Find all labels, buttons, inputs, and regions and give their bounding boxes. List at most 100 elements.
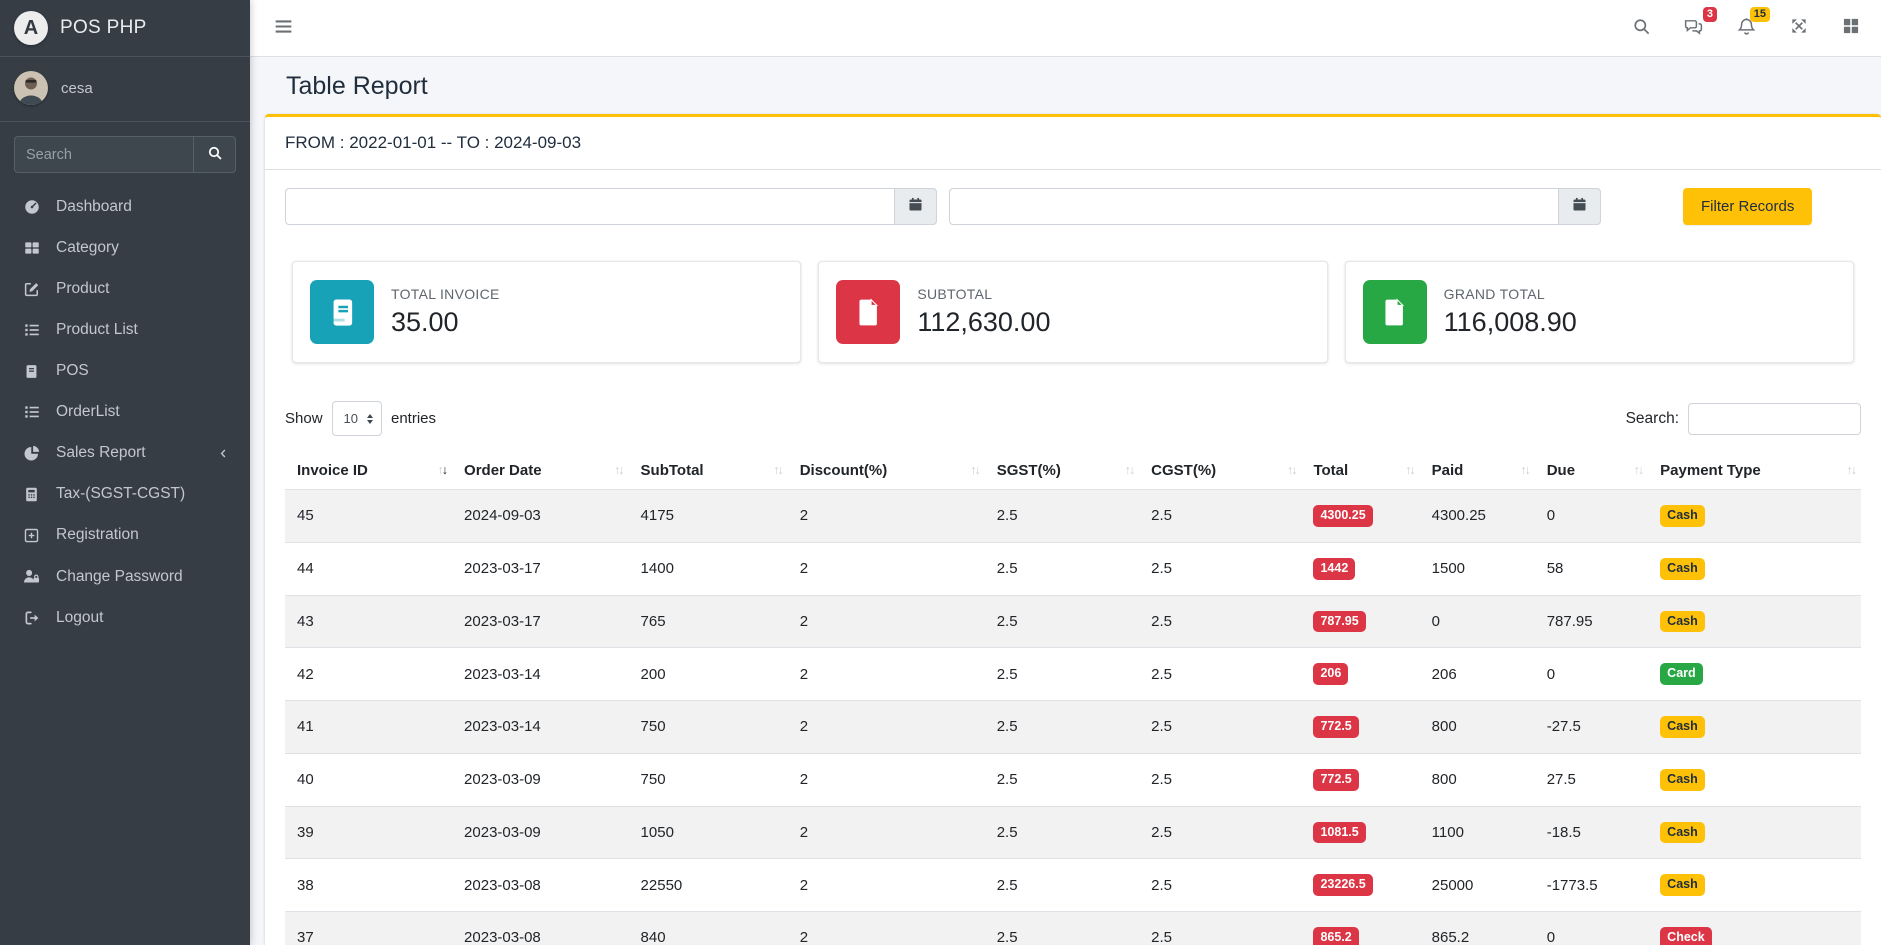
- payment-type-badge: Cash: [1660, 821, 1705, 844]
- to-date-calendar-button[interactable]: [1558, 188, 1601, 225]
- table-row: 41 2023-03-14 750 2 2.5 2.5 772.5 800 -2…: [285, 700, 1861, 754]
- table-row: 43 2023-03-17 765 2 2.5 2.5 787.95 0 787…: [285, 594, 1861, 648]
- cell-payment-type: Cash: [1648, 858, 1861, 912]
- cell-paid: 206: [1419, 647, 1535, 701]
- sign-out-icon: [16, 609, 47, 627]
- grand-total-card: GRAND TOTAL 116,008.90: [1344, 261, 1854, 363]
- sidebar-item-label: POS: [56, 362, 89, 379]
- bell-icon: [1736, 16, 1757, 41]
- from-date-calendar-button[interactable]: [894, 188, 937, 225]
- cell-invoice-id: 44: [285, 541, 453, 595]
- sort-icon: ↑↓: [1124, 463, 1136, 477]
- messages-button[interactable]: 3: [1681, 6, 1717, 45]
- navbar-icons: 3 15: [1630, 6, 1865, 45]
- sidebar-item-tax[interactable]: Tax-(SGST-CGST): [8, 475, 242, 513]
- column-header-payment-type[interactable]: Payment Type ↑↓: [1648, 451, 1861, 490]
- cell-due: 58: [1534, 541, 1649, 595]
- summary-value: 112,630.00: [917, 307, 1051, 337]
- page-length-value: 10: [343, 411, 358, 426]
- summary-value: 116,008.90: [1443, 307, 1577, 337]
- sidebar-search-button[interactable]: [193, 136, 236, 173]
- column-header-due[interactable]: Due ↑↓: [1535, 451, 1648, 490]
- cell-invoice-id: 40: [285, 752, 453, 806]
- user-panel[interactable]: cesa: [0, 57, 250, 122]
- sidebar-search: [14, 136, 236, 173]
- sidebar-search-input[interactable]: [14, 136, 193, 173]
- cell-payment-type: Cash: [1648, 805, 1861, 859]
- cell-sgst: 2.5: [984, 805, 1140, 859]
- cell-subtotal: 200: [628, 647, 788, 701]
- column-label: Order Date: [464, 462, 542, 479]
- cell-total: 4300.25: [1301, 489, 1420, 543]
- from-date-input[interactable]: [285, 188, 894, 225]
- report-date-range: FROM : 2022-01-01 -- TO : 2024-09-03: [265, 117, 1881, 170]
- cell-order-date: 2023-03-08: [452, 858, 629, 912]
- total-invoice-card: TOTAL INVOICE 35.00: [292, 261, 802, 363]
- book-icon: [16, 363, 47, 380]
- cell-sgst: 2.5: [984, 752, 1140, 806]
- sidebar-item-label: Change Password: [56, 567, 183, 585]
- notifications-button[interactable]: 15: [1734, 6, 1770, 45]
- cell-due: -18.5: [1534, 805, 1649, 859]
- cell-order-date: 2023-03-09: [452, 752, 629, 806]
- column-label: CGST(%): [1151, 462, 1217, 479]
- brand[interactable]: A POS PHP: [0, 0, 250, 57]
- cell-discount: 2: [787, 647, 985, 701]
- cell-total: 772.5: [1301, 700, 1420, 754]
- apps-grid-button[interactable]: [1839, 12, 1863, 44]
- sidebar-item-product[interactable]: Product: [8, 270, 242, 308]
- column-header-paid[interactable]: Paid ↑↓: [1420, 451, 1535, 490]
- table-row: 40 2023-03-09 750 2 2.5 2.5 772.5 800 27…: [285, 752, 1861, 806]
- sidebar-item-sales-report[interactable]: Sales Report: [8, 434, 242, 472]
- sidebar-item-logout[interactable]: Logout: [8, 599, 242, 637]
- cell-invoice-id: 41: [285, 700, 453, 754]
- column-header-order-date[interactable]: Order Date ↑↓: [452, 451, 629, 490]
- cell-cgst: 2.5: [1139, 910, 1302, 945]
- column-header-subtotal[interactable]: SubTotal ↑↓: [629, 451, 788, 490]
- filter-records-button[interactable]: Filter Records: [1683, 188, 1813, 225]
- notifications-count-badge: 15: [1749, 6, 1770, 23]
- column-label: Payment Type: [1660, 462, 1761, 479]
- sidebar-toggle-button[interactable]: [263, 10, 304, 47]
- cell-cgst: 2.5: [1139, 489, 1302, 543]
- page-length-select[interactable]: 10: [331, 401, 382, 436]
- messages-count-badge: 3: [1702, 6, 1717, 23]
- sidebar-item-label: Category: [56, 239, 119, 256]
- cell-paid: 800: [1419, 700, 1535, 754]
- sidebar: A POS PHP cesa Dashboard Category Produc…: [0, 0, 250, 945]
- summary-text: TOTAL INVOICE 35.00: [391, 286, 500, 338]
- to-date-input[interactable]: [949, 188, 1558, 225]
- sidebar-item-change-password[interactable]: Change Password: [8, 557, 242, 596]
- column-header-cgst[interactable]: CGST(%) ↑↓: [1139, 451, 1301, 490]
- sidebar-item-pos[interactable]: POS: [8, 352, 242, 390]
- table-search-control: Search:: [1626, 402, 1861, 435]
- table-search-input[interactable]: [1688, 402, 1861, 435]
- sidebar-item-category[interactable]: Category: [8, 229, 242, 267]
- sidebar-item-orderlist[interactable]: OrderList: [8, 393, 242, 431]
- sidebar-item-product-list[interactable]: Product List: [8, 311, 242, 349]
- file-icon: [1362, 280, 1427, 344]
- column-label: Invoice ID: [297, 462, 368, 479]
- report-card: FROM : 2022-01-01 -- TO : 2024-09-03 Fil…: [265, 114, 1881, 945]
- fullscreen-button[interactable]: [1787, 12, 1811, 44]
- column-header-discount[interactable]: Discount(%) ↑↓: [788, 451, 985, 490]
- cell-discount: 2: [787, 805, 985, 859]
- summary-cards: TOTAL INVOICE 35.00 SUBTOTAL 112,630.00: [285, 261, 1861, 363]
- sort-icon: ↑↓: [1405, 463, 1416, 477]
- sidebar-item-dashboard[interactable]: Dashboard: [8, 188, 242, 226]
- user-lock-icon: [16, 567, 47, 586]
- cell-due: -1773.5: [1534, 858, 1649, 912]
- navbar-search-button[interactable]: [1630, 13, 1653, 44]
- cell-invoice-id: 45: [285, 489, 453, 543]
- sidebar-item-registration[interactable]: Registration: [8, 516, 242, 554]
- column-header-invoice-id[interactable]: Invoice ID ↑↓: [285, 451, 452, 490]
- list-icon: [16, 403, 47, 421]
- cell-cgst: 2.5: [1139, 805, 1302, 859]
- column-header-sgst[interactable]: SGST(%) ↑↓: [985, 451, 1139, 490]
- payment-type-badge: Cash: [1660, 505, 1705, 527]
- cell-paid: 1100: [1419, 805, 1535, 859]
- column-label: SubTotal: [640, 462, 704, 479]
- invoice-book-icon: [310, 280, 374, 344]
- column-header-total[interactable]: Total ↑↓: [1301, 451, 1419, 490]
- category-icon: [16, 239, 47, 257]
